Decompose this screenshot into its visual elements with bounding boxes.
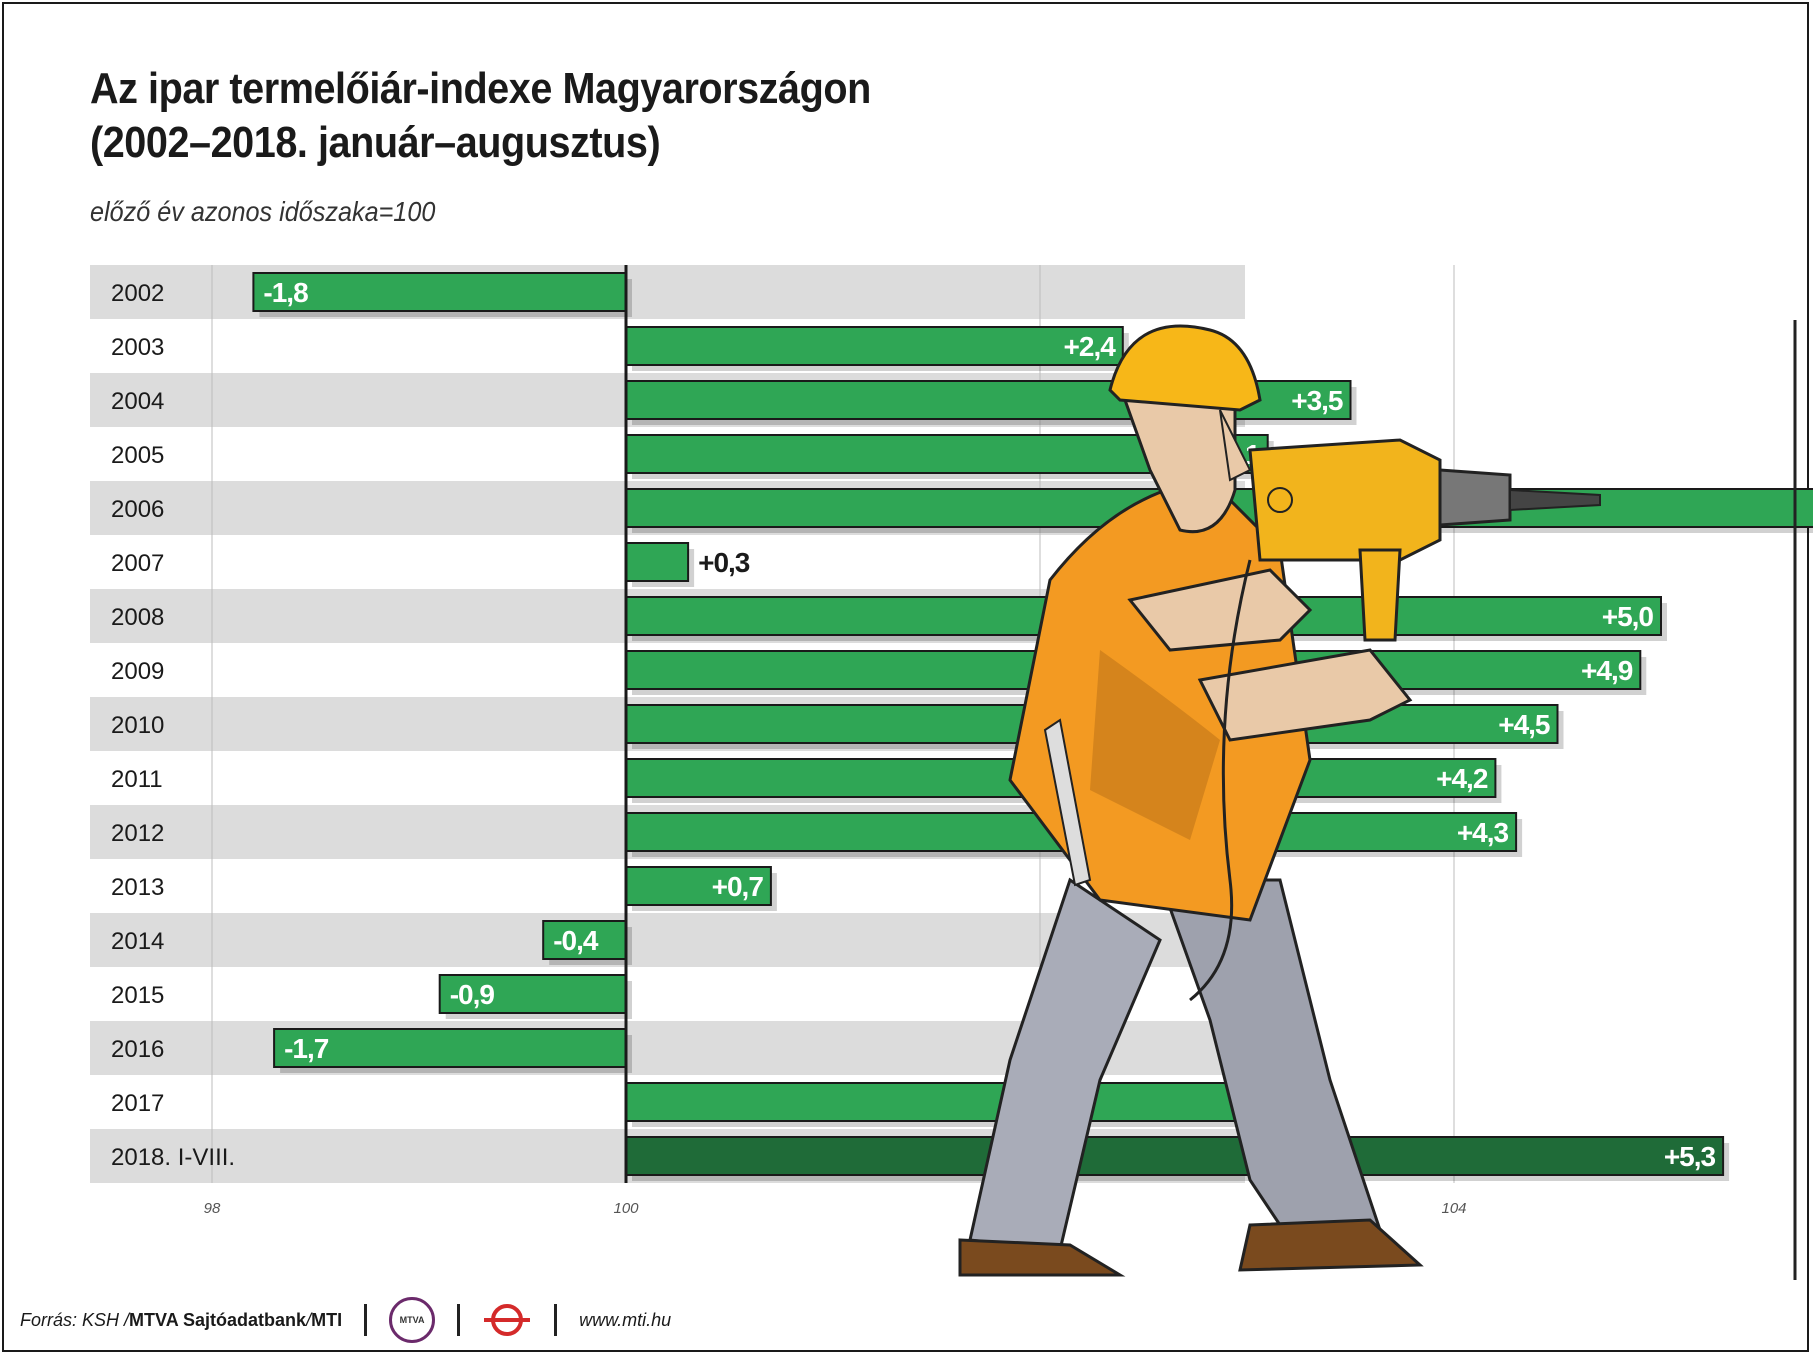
category-label: 2008 xyxy=(111,604,164,631)
category-label: 2015 xyxy=(111,982,164,1009)
footer-divider xyxy=(457,1304,461,1336)
category-label: 2011 xyxy=(111,766,163,793)
title-line-1: Az ipar termelőiár-indexe Magyarországon xyxy=(90,64,871,113)
bar xyxy=(273,1028,627,1068)
mtva-logo-text: MTVA xyxy=(399,1315,425,1325)
footer-divider xyxy=(364,1304,368,1336)
footer-divider xyxy=(554,1304,558,1336)
bar-value-label: -1,7 xyxy=(284,1033,329,1064)
x-tick-label: 98 xyxy=(204,1200,221,1217)
bar-value-label: +0,3 xyxy=(698,547,750,578)
mti-logo-icon xyxy=(484,1304,531,1336)
source-separator: / xyxy=(306,1309,312,1330)
category-label: 2009 xyxy=(111,658,164,685)
bar xyxy=(625,326,1124,366)
x-tick-label: 100 xyxy=(613,1200,639,1217)
bar xyxy=(252,272,627,312)
chart-title: Az ipar termelőiár-indexe Magyarországon… xyxy=(90,62,990,170)
category-label: 2018. I-VIII. xyxy=(111,1144,235,1171)
bar-value-label: +5,3 xyxy=(1664,1141,1716,1172)
bar xyxy=(625,542,690,582)
category-label: 2004 xyxy=(111,388,164,415)
worker-drill-illustration xyxy=(958,320,1797,1280)
bar-value-label: +4,2 xyxy=(1436,763,1488,794)
category-label: 2014 xyxy=(111,928,164,955)
category-label: 2005 xyxy=(111,442,164,469)
x-tick-label: 104 xyxy=(1441,1200,1466,1217)
bar-value-label: -0,4 xyxy=(553,925,599,956)
bar-value-label: +0,7 xyxy=(712,871,764,902)
source-mti: MTI xyxy=(311,1309,343,1330)
bar xyxy=(625,1136,1725,1176)
category-label: 2017 xyxy=(111,1090,164,1117)
footer: Forrás: KSH / MTVA Sajtóadatbank / MTI M… xyxy=(20,1297,672,1343)
bar-value-label: +3,5 xyxy=(1291,385,1343,416)
bar-value-label: +5,0 xyxy=(1602,601,1654,632)
category-label: 2010 xyxy=(111,712,164,739)
category-label: 2003 xyxy=(111,334,164,361)
bar xyxy=(625,1082,1311,1122)
bar-value-label: -0,9 xyxy=(450,979,495,1010)
mtva-logo: MTVA xyxy=(389,1297,436,1343)
bar xyxy=(542,920,628,960)
category-label: 2012 xyxy=(111,820,164,847)
bar-value-label: +4,3 xyxy=(1457,817,1509,848)
category-label: 2006 xyxy=(111,496,164,523)
bar xyxy=(625,866,772,906)
category-label: 2002 xyxy=(111,280,164,307)
bar-value-label: +4,9 xyxy=(1581,655,1633,686)
source-prefix: Forrás: KSH / xyxy=(20,1309,130,1330)
category-label: 2007 xyxy=(111,550,164,577)
category-label: 2016 xyxy=(111,1036,164,1063)
category-label: 2013 xyxy=(111,874,164,901)
source-bold: MTVA Sajtóadatbank xyxy=(129,1309,307,1330)
chart-subtitle: előző év azonos időszaka=100 xyxy=(90,196,436,227)
bar-value-label: +4,5 xyxy=(1498,709,1550,740)
bar-value-label: -1,8 xyxy=(263,277,308,308)
bar-value-label: +2,4 xyxy=(1064,331,1117,362)
footer-url: www.mti.hu xyxy=(579,1309,672,1330)
title-line-2: (2002–2018. január–augusztus) xyxy=(90,118,661,167)
